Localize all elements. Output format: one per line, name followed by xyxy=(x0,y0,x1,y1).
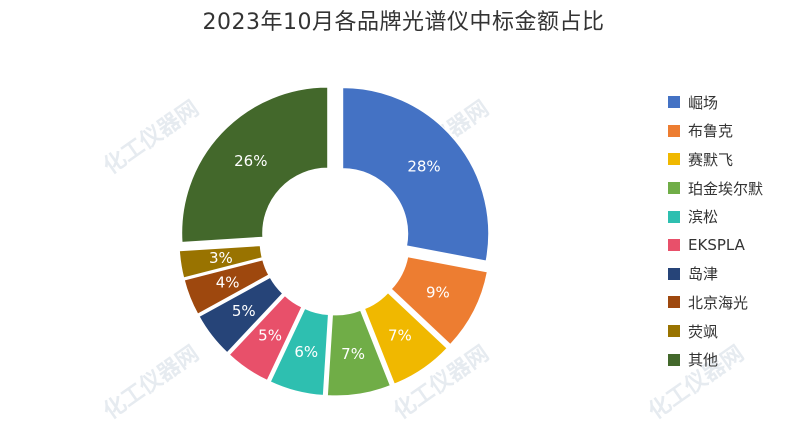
chart-title: 2023年10月各品牌光谱仪中标金额占比 xyxy=(202,10,605,35)
data-label: 3% xyxy=(209,249,233,267)
pie-slice xyxy=(181,86,329,243)
data-label: 5% xyxy=(232,302,256,320)
legend-label: 岛津 xyxy=(688,265,719,284)
legend-label: EKSPLA xyxy=(688,236,745,255)
legend-swatch xyxy=(668,182,680,195)
legend-swatch xyxy=(668,153,680,166)
legend-item: 荧飒 xyxy=(668,317,763,346)
pie-slice xyxy=(326,309,391,397)
legend-swatch xyxy=(668,325,680,338)
legend-item: 珀金埃尔默 xyxy=(668,174,763,203)
pie-slice xyxy=(198,276,284,354)
pie-slice xyxy=(390,256,488,346)
legend-label: 珀金埃尔默 xyxy=(688,179,764,198)
legend-item: 布鲁克 xyxy=(668,117,763,146)
legend-item: 崛场 xyxy=(668,88,763,117)
legend-label: 赛默飞 xyxy=(688,150,734,169)
legend-item: 北京海光 xyxy=(668,288,763,317)
data-label: 26% xyxy=(234,152,267,170)
legend-swatch xyxy=(668,210,680,223)
legend-item: EKSPLA xyxy=(668,231,763,260)
data-label: 6% xyxy=(294,343,318,361)
data-label: 5% xyxy=(258,327,282,345)
legend-item: 滨松 xyxy=(668,202,763,231)
chart-legend: 崛场布鲁克赛默飞珀金埃尔默滨松 EKSPLA 岛津北京海光荧飒其他 xyxy=(668,88,763,374)
legend-swatch xyxy=(668,353,680,366)
legend-label: 崛场 xyxy=(688,93,719,112)
legend-swatch xyxy=(668,239,680,252)
pie-slice xyxy=(363,292,448,385)
data-label: 4% xyxy=(216,274,240,292)
data-label: 7% xyxy=(388,327,412,345)
legend-label: 布鲁克 xyxy=(688,122,734,141)
pie-slice xyxy=(269,307,329,396)
legend-swatch xyxy=(668,296,680,309)
legend-label: 北京海光 xyxy=(688,293,749,312)
legend-item: 其他 xyxy=(668,345,763,374)
legend-item: 赛默飞 xyxy=(668,145,763,174)
legend-label: 其他 xyxy=(688,351,719,370)
data-label: 28% xyxy=(407,157,440,175)
legend-label: 荧飒 xyxy=(688,322,719,341)
data-label: 9% xyxy=(426,283,450,301)
legend-label: 滨松 xyxy=(688,208,719,227)
legend-swatch xyxy=(668,96,680,109)
pie-slice xyxy=(183,259,270,315)
data-label: 7% xyxy=(341,345,365,363)
legend-item: 岛津 xyxy=(668,260,763,289)
pie-slice xyxy=(342,87,490,262)
pie-slice xyxy=(178,245,263,279)
legend-swatch xyxy=(668,267,680,280)
legend-swatch xyxy=(668,124,680,137)
pie-slice xyxy=(228,294,303,382)
